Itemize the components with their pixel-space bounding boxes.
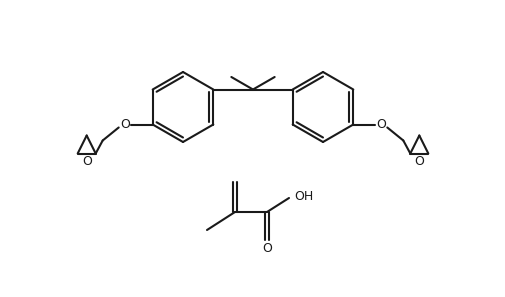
Text: O: O	[262, 241, 271, 255]
Text: O: O	[414, 155, 423, 168]
Text: O: O	[120, 118, 129, 131]
Text: O: O	[376, 118, 385, 131]
Text: OH: OH	[293, 189, 313, 203]
Text: O: O	[82, 155, 91, 168]
